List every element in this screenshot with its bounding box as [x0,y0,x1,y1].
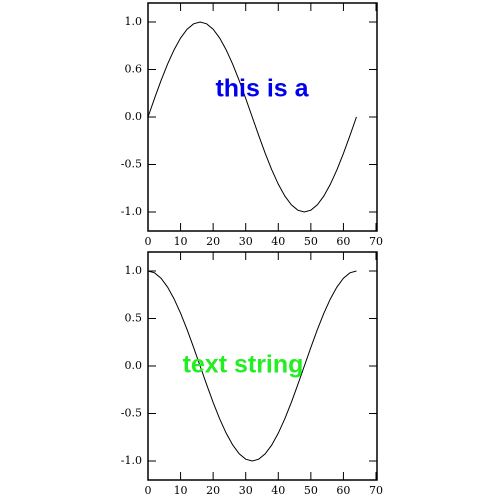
y-tick-label: 0.0 [125,359,143,372]
x-tick-label: 20 [206,235,220,248]
x-tick-label: 10 [174,235,188,248]
y-tick-label: 0.5 [125,312,143,325]
y-tick-label: 0.0 [125,110,143,123]
x-tick-label: 60 [336,484,350,497]
y-tick-label: -1.0 [121,205,142,218]
y-tick-label: -1.0 [121,454,142,467]
x-tick-label: 50 [304,484,318,497]
y-tick-label: 1.0 [125,264,143,277]
y-tick-label: -0.5 [121,407,142,420]
x-tick-label: 30 [239,235,253,248]
x-tick-label: 10 [174,484,188,497]
x-tick-label: 30 [239,484,253,497]
x-tick-label: 40 [271,484,285,497]
x-tick-label: 70 [369,484,383,497]
x-tick-label: 0 [145,484,152,497]
y-tick-label: 0.6 [125,63,143,76]
x-tick-label: 0 [145,235,152,248]
line [147,270,357,462]
annotation: text string [183,351,304,379]
x-tick-label: 60 [336,235,350,248]
line [147,21,357,213]
y-tick-label: -0.5 [121,158,142,171]
annotation: this is a [215,75,309,103]
x-tick-label: 40 [271,235,285,248]
x-tick-label: 70 [369,235,383,248]
y-tick-label: 1.0 [125,15,143,28]
x-tick-label: 50 [304,235,318,248]
plot-frame [147,2,378,232]
x-tick-label: 20 [206,484,220,497]
